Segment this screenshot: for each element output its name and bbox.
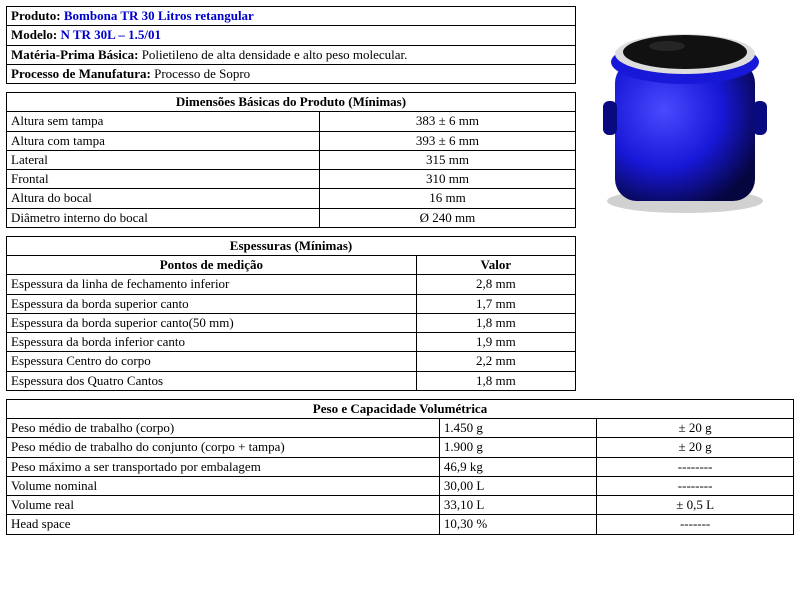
peso-row: Volume nominal xyxy=(7,476,440,495)
peso-tol: ------- xyxy=(597,515,794,534)
dim-val: 16 mm xyxy=(319,189,575,208)
esp-val: 2,8 mm xyxy=(416,275,575,294)
esp-row: Espessura Centro do corpo xyxy=(7,352,417,371)
esp-row: Espessura da borda superior canto(50 mm) xyxy=(7,313,417,332)
info-produto: Produto: Bombona TR 30 Litros retangular xyxy=(7,7,576,26)
dim-row: Diâmetro interno do bocal xyxy=(7,208,320,227)
esp-val: 2,2 mm xyxy=(416,352,575,371)
peso-val: 33,10 L xyxy=(439,496,596,515)
esp-val: 1,8 mm xyxy=(416,313,575,332)
weight-capacity-table: Peso e Capacidade Volumétrica Peso médio… xyxy=(6,399,794,535)
esp-row: Espessura da borda inferior canto xyxy=(7,333,417,352)
dim-val: 393 ± 6 mm xyxy=(319,131,575,150)
peso-row: Peso médio de trabalho (corpo) xyxy=(7,419,440,438)
dimensions-table: Dimensões Básicas do Produto (Mínimas) A… xyxy=(6,92,576,228)
peso-tol: ± 20 g xyxy=(597,438,794,457)
dim-row: Altura do bocal xyxy=(7,189,320,208)
dim-val: Ø 240 mm xyxy=(319,208,575,227)
dim-row: Altura com tampa xyxy=(7,131,320,150)
dim-row: Lateral xyxy=(7,150,320,169)
peso-val: 10,30 % xyxy=(439,515,596,534)
esp-row: Espessura dos Quatro Cantos xyxy=(7,371,417,390)
thickness-title: Espessuras (Mínimas) xyxy=(7,236,576,255)
peso-val: 46,9 kg xyxy=(439,457,596,476)
info-materia: Matéria-Prima Básica: Polietileno de alt… xyxy=(7,45,576,64)
dim-val: 315 mm xyxy=(319,150,575,169)
esp-row: Espessura da linha de fechamento inferio… xyxy=(7,275,417,294)
esp-val: 1,8 mm xyxy=(416,371,575,390)
peso-row: Peso máximo a ser transportado por embal… xyxy=(7,457,440,476)
peso-tol: -------- xyxy=(597,457,794,476)
thickness-table: Espessuras (Mínimas) Pontos de mediçãoVa… xyxy=(6,236,576,391)
dimensions-title: Dimensões Básicas do Produto (Mínimas) xyxy=(7,93,576,112)
peso-tol: ± 0,5 L xyxy=(597,496,794,515)
product-info-table: Produto: Bombona TR 30 Litros retangular… xyxy=(6,6,576,84)
peso-val: 30,00 L xyxy=(439,476,596,495)
peso-tol: ± 20 g xyxy=(597,419,794,438)
esp-val: 1,7 mm xyxy=(416,294,575,313)
peso-val: 1.900 g xyxy=(439,438,596,457)
peso-row: Volume real xyxy=(7,496,440,515)
esp-val: 1,9 mm xyxy=(416,333,575,352)
peso-val: 1.450 g xyxy=(439,419,596,438)
dim-row: Altura sem tampa xyxy=(7,112,320,131)
dim-val: 383 ± 6 mm xyxy=(319,112,575,131)
info-processo: Processo de Manufatura: Processo de Sopr… xyxy=(7,64,576,83)
product-image-icon xyxy=(585,6,785,216)
dim-row: Frontal xyxy=(7,170,320,189)
weight-title: Peso e Capacidade Volumétrica xyxy=(7,399,794,418)
esp-row: Espessura da borda superior canto xyxy=(7,294,417,313)
thickness-col2: Valor xyxy=(416,256,575,275)
dim-val: 310 mm xyxy=(319,170,575,189)
thickness-col1: Pontos de medição xyxy=(7,256,417,275)
info-modelo: Modelo: N TR 30L – 1.5/01 xyxy=(7,26,576,45)
peso-tol: -------- xyxy=(597,476,794,495)
peso-row: Peso médio de trabalho do conjunto (corp… xyxy=(7,438,440,457)
peso-row: Head space xyxy=(7,515,440,534)
